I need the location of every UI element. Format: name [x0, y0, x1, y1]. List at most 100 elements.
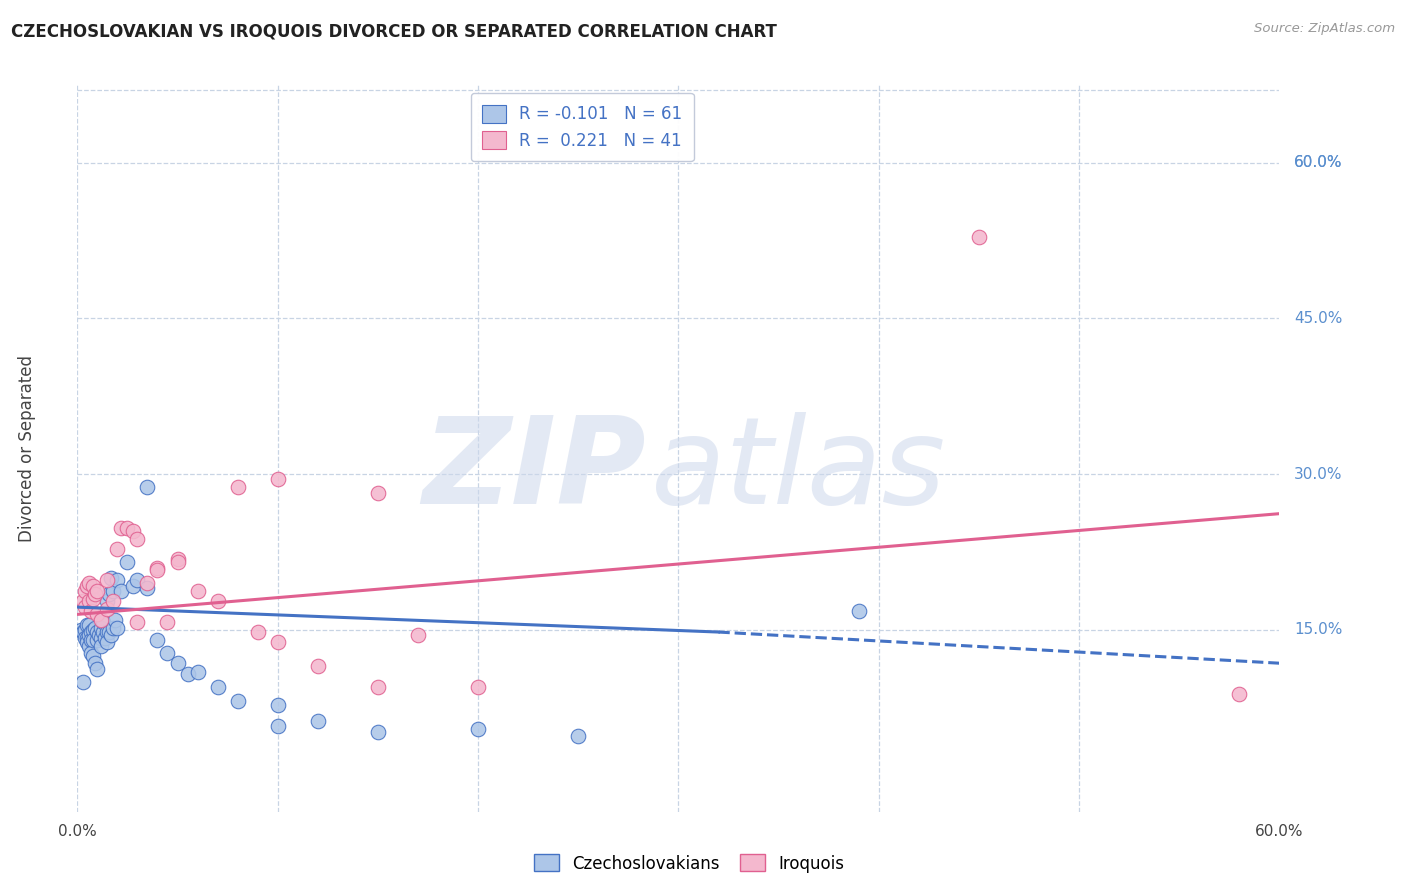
Point — [156, 615, 179, 629]
Point — [246, 625, 269, 640]
Point — [79, 628, 101, 642]
Point — [122, 524, 145, 539]
Legend: R = -0.101   N = 61, R =  0.221   N = 41: R = -0.101 N = 61, R = 0.221 N = 41 — [471, 93, 693, 161]
Point — [207, 594, 229, 608]
Point — [166, 657, 188, 671]
Text: Source: ZipAtlas.com: Source: ZipAtlas.com — [1254, 22, 1395, 36]
Text: 45.0%: 45.0% — [1294, 311, 1343, 326]
Point — [176, 666, 198, 681]
Point — [72, 594, 94, 608]
Point — [94, 632, 117, 646]
Point — [103, 583, 125, 598]
Point — [96, 635, 118, 649]
Point — [93, 625, 115, 640]
Point — [80, 604, 103, 618]
Point — [76, 632, 98, 646]
Point — [117, 521, 139, 535]
Text: 0.0%: 0.0% — [58, 824, 97, 839]
Point — [104, 613, 127, 627]
Point — [967, 230, 990, 244]
Point — [89, 628, 111, 642]
Point — [103, 621, 125, 635]
Point — [107, 541, 129, 556]
Point — [96, 594, 118, 608]
Point — [103, 594, 125, 608]
Point — [267, 698, 290, 712]
Point — [75, 600, 97, 615]
Text: 30.0%: 30.0% — [1294, 467, 1343, 482]
Point — [127, 532, 149, 546]
Point — [267, 635, 290, 649]
Point — [166, 552, 188, 566]
Point — [90, 613, 112, 627]
Point — [86, 583, 108, 598]
Point — [117, 556, 139, 570]
Point — [86, 633, 108, 648]
Point — [90, 639, 112, 653]
Point — [367, 680, 389, 694]
Point — [146, 560, 169, 574]
Point — [122, 579, 145, 593]
Point — [136, 582, 159, 596]
Point — [127, 615, 149, 629]
Point — [136, 480, 159, 494]
Point — [82, 579, 104, 593]
Point — [82, 623, 104, 637]
Point — [79, 576, 101, 591]
Text: CZECHOSLOVAKIAN VS IROQUOIS DIVORCED OR SEPARATED CORRELATION CHART: CZECHOSLOVAKIAN VS IROQUOIS DIVORCED OR … — [11, 22, 778, 40]
Text: 15.0%: 15.0% — [1294, 623, 1343, 638]
Text: ZIP: ZIP — [422, 411, 645, 529]
Point — [90, 621, 112, 635]
Point — [110, 521, 132, 535]
Point — [82, 591, 104, 606]
Point — [84, 657, 107, 671]
Point — [166, 556, 188, 570]
Point — [567, 729, 589, 743]
Point — [100, 628, 122, 642]
Point — [186, 583, 209, 598]
Point — [146, 563, 169, 577]
Point — [72, 674, 94, 689]
Point — [82, 648, 104, 663]
Point — [848, 604, 870, 618]
Point — [76, 635, 98, 649]
Point — [75, 623, 97, 637]
Point — [467, 722, 489, 736]
Point — [80, 625, 103, 640]
Point — [1229, 687, 1251, 701]
Point — [79, 594, 101, 608]
Point — [146, 633, 169, 648]
Legend: Czechoslovakians, Iroquois: Czechoslovakians, Iroquois — [527, 847, 851, 880]
Text: 60.0%: 60.0% — [1294, 155, 1343, 170]
Point — [82, 633, 104, 648]
Point — [98, 587, 121, 601]
Point — [96, 602, 118, 616]
Point — [75, 583, 97, 598]
Point — [84, 587, 107, 601]
Text: atlas: atlas — [651, 411, 946, 529]
Point — [156, 646, 179, 660]
Point — [80, 633, 103, 648]
Point — [307, 714, 329, 729]
Point — [84, 621, 107, 635]
Point — [127, 573, 149, 587]
Point — [367, 724, 389, 739]
Point — [110, 583, 132, 598]
Point — [267, 718, 290, 732]
Point — [467, 680, 489, 694]
Text: 60.0%: 60.0% — [1256, 824, 1303, 839]
Point — [107, 573, 129, 587]
Point — [100, 571, 122, 585]
Point — [79, 639, 101, 653]
Text: Divorced or Separated: Divorced or Separated — [18, 355, 35, 541]
Point — [226, 480, 249, 494]
Point — [80, 646, 103, 660]
Point — [136, 576, 159, 591]
Point — [93, 615, 115, 629]
Point — [367, 486, 389, 500]
Point — [86, 662, 108, 676]
Point — [70, 623, 93, 637]
Point — [267, 472, 290, 486]
Point — [76, 617, 98, 632]
Point — [76, 579, 98, 593]
